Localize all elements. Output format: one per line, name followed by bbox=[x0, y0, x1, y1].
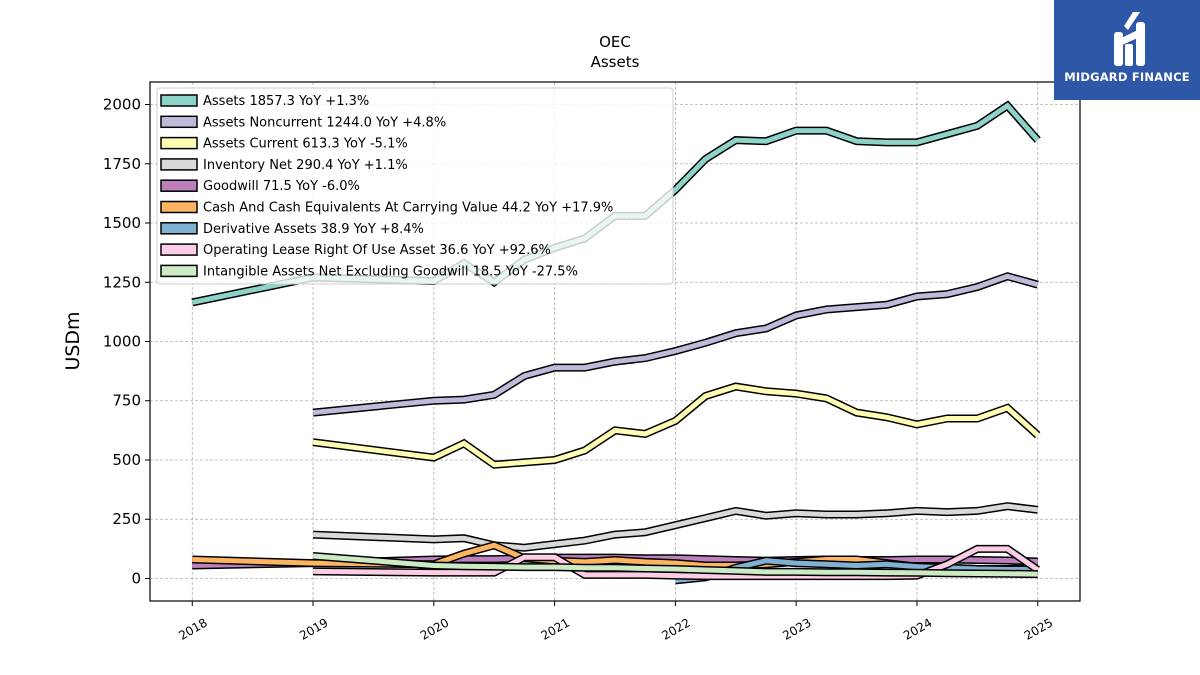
y-tick-label: 1500 bbox=[103, 214, 141, 232]
legend-item: Assets 1857.3 YoY +1.3% bbox=[160, 94, 369, 109]
y-tick-label: 250 bbox=[112, 510, 141, 528]
x-tick-label: 2019 bbox=[297, 615, 330, 642]
series-assets-noncurrent bbox=[312, 272, 1039, 417]
x-tick-label: 2021 bbox=[539, 615, 572, 642]
y-tick-label: 750 bbox=[112, 392, 141, 410]
legend-swatch bbox=[160, 158, 198, 171]
legend-swatch bbox=[160, 136, 198, 150]
legend-label: Derivative Assets 38.9 YoY +8.4% bbox=[203, 222, 424, 237]
y-axis-label: USDm bbox=[62, 311, 84, 370]
x-tick-label: 2025 bbox=[1022, 615, 1055, 642]
series-line bbox=[313, 503, 1038, 551]
y-tick-label: 1750 bbox=[103, 155, 141, 173]
series-assets-current bbox=[312, 382, 1041, 469]
y-tick-label: 0 bbox=[131, 569, 141, 587]
legend-item: Operating Lease Right Of Use Asset 36.6 … bbox=[160, 243, 551, 258]
x-tick-label: 2024 bbox=[901, 615, 934, 642]
y-tick-label: 1250 bbox=[103, 273, 141, 291]
legend-label: Inventory Net 290.4 YoY +1.1% bbox=[203, 158, 408, 173]
legend-swatch bbox=[160, 200, 198, 214]
y-tick-label: 1000 bbox=[103, 333, 141, 351]
legend-item: Intangible Assets Net Excluding Goodwill… bbox=[160, 264, 578, 279]
x-tick-label: 2018 bbox=[176, 615, 209, 642]
legend-item: Derivative Assets 38.9 YoY +8.4% bbox=[160, 222, 424, 237]
legend-swatch bbox=[160, 94, 198, 107]
legend-item: Goodwill 71.5 YoY -6.0% bbox=[160, 179, 360, 194]
series-line bbox=[192, 555, 1038, 568]
legend-swatch bbox=[160, 264, 198, 278]
chart-title: OEC bbox=[599, 33, 631, 51]
legend-label: Cash And Cash Equivalents At Carrying Va… bbox=[203, 201, 613, 216]
legend-label: Assets Current 613.3 YoY -5.1% bbox=[203, 137, 408, 152]
legend-item: Cash And Cash Equivalents At Carrying Va… bbox=[160, 200, 613, 216]
series-line bbox=[312, 553, 1038, 577]
series-line bbox=[312, 273, 1039, 416]
legend-label: Intangible Assets Net Excluding Goodwill… bbox=[203, 264, 578, 279]
x-tick-label: 2020 bbox=[418, 615, 451, 642]
legend-label: Assets 1857.3 YoY +1.3% bbox=[203, 94, 369, 109]
legend-swatch bbox=[160, 179, 198, 192]
brand-name: MIDGARD FINANCE bbox=[1064, 70, 1190, 84]
x-tick-label: 2023 bbox=[780, 615, 813, 642]
legend-item: Inventory Net 290.4 YoY +1.1% bbox=[160, 158, 408, 173]
series-line bbox=[312, 383, 1040, 468]
series-inventory-net bbox=[312, 502, 1039, 552]
series-goodwill bbox=[192, 553, 1038, 570]
legend-swatch bbox=[160, 222, 198, 235]
legend-label: Operating Lease Right Of Use Asset 36.6 … bbox=[203, 243, 551, 258]
legend-swatch bbox=[160, 243, 198, 256]
legend: Assets 1857.3 YoY +1.3% Assets Noncurrent… bbox=[156, 87, 674, 285]
midgard-logo-icon bbox=[1114, 12, 1145, 66]
y-tick-label: 500 bbox=[112, 451, 141, 469]
brand-logo: MIDGARD FINANCE bbox=[1054, 0, 1200, 100]
legend-item: Assets Current 613.3 YoY -5.1% bbox=[160, 136, 408, 152]
y-tick-label: 2000 bbox=[103, 96, 141, 114]
legend-label: Goodwill 71.5 YoY -6.0% bbox=[203, 179, 360, 194]
series-intangible-assets-net-excluding-goodwill bbox=[312, 552, 1038, 579]
legend-frame bbox=[156, 87, 674, 285]
legend-item: Assets Noncurrent 1244.0 YoY +4.8% bbox=[160, 115, 446, 130]
legend-swatch bbox=[160, 115, 198, 129]
x-tick-label: 2022 bbox=[659, 615, 692, 642]
chart-subtitle: Assets bbox=[591, 53, 640, 71]
legend-label: Assets Noncurrent 1244.0 YoY +4.8% bbox=[203, 115, 446, 130]
